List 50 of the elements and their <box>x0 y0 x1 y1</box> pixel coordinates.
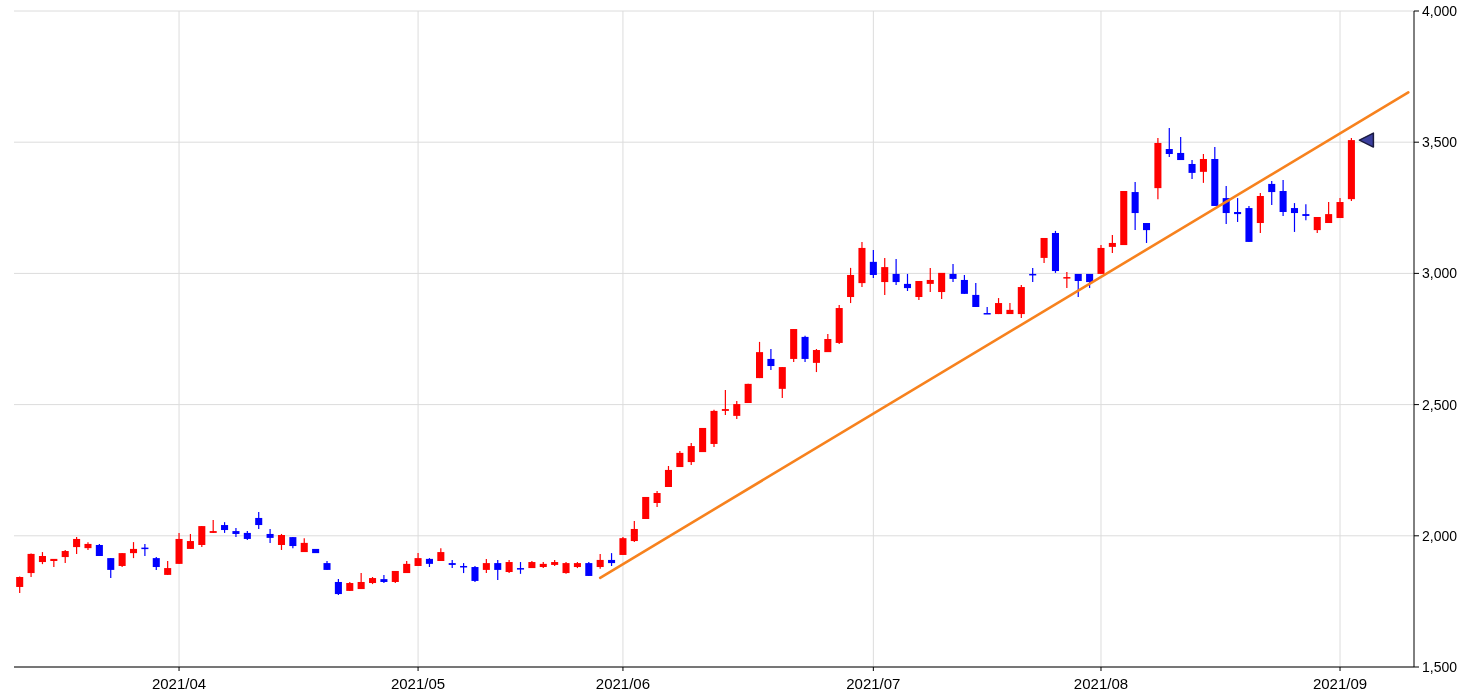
y-tick-label: 1,500 <box>1422 659 1458 675</box>
candlestick <box>960 274 968 295</box>
candlestick <box>664 465 672 488</box>
candlestick <box>266 528 274 544</box>
candlestick <box>972 282 980 308</box>
candlestick <box>847 267 855 304</box>
candlestick <box>949 263 957 283</box>
candlestick <box>1199 153 1207 184</box>
candlestick <box>232 527 240 538</box>
candlestick <box>27 552 35 578</box>
candlestick <box>1302 203 1310 221</box>
y-tick-label: 3,500 <box>1422 134 1458 151</box>
x-tick-label: 2021/08 <box>1073 675 1129 692</box>
y-tick-label: 3,000 <box>1422 265 1458 282</box>
candlestick <box>1165 127 1173 158</box>
candlestick <box>881 257 889 296</box>
y-tick-label: 4,000 <box>1422 3 1458 19</box>
candlestick <box>1006 302 1014 315</box>
candlestick <box>1040 237 1048 264</box>
candlestick <box>1290 202 1299 233</box>
candlestick <box>767 348 775 371</box>
candlestick <box>630 520 638 543</box>
candlestick <box>733 400 741 420</box>
candlestick <box>687 442 695 466</box>
candlestick <box>801 335 809 363</box>
x-tick-label: 2021/09 <box>1312 675 1368 692</box>
candlestick <box>938 272 946 300</box>
candlestick <box>1234 197 1242 223</box>
candlestick <box>778 366 786 399</box>
candlestick <box>107 557 115 579</box>
x-tick-label: 2021/07 <box>846 675 901 692</box>
candlestick <box>380 574 388 584</box>
y-tick-label: 2,500 <box>1422 396 1458 413</box>
candlestick <box>1142 222 1151 244</box>
y-tick-label: 2,000 <box>1422 527 1458 544</box>
candlestick <box>812 348 820 373</box>
candlestick <box>926 267 934 293</box>
candlestick <box>1279 179 1287 217</box>
candlestick <box>1188 159 1196 180</box>
x-tick-label: 2021/04 <box>151 675 207 692</box>
candlestick <box>869 249 877 279</box>
candlestick <box>494 559 502 581</box>
x-tick-label: 2021/05 <box>390 675 446 692</box>
candlestick <box>915 280 923 301</box>
candlestick <box>892 258 900 286</box>
x-tick-label: 2021/06 <box>595 675 651 692</box>
candlestick <box>198 525 206 548</box>
candlestick <box>1268 180 1276 206</box>
candlestick <box>721 389 729 416</box>
candlestick <box>1131 181 1139 231</box>
